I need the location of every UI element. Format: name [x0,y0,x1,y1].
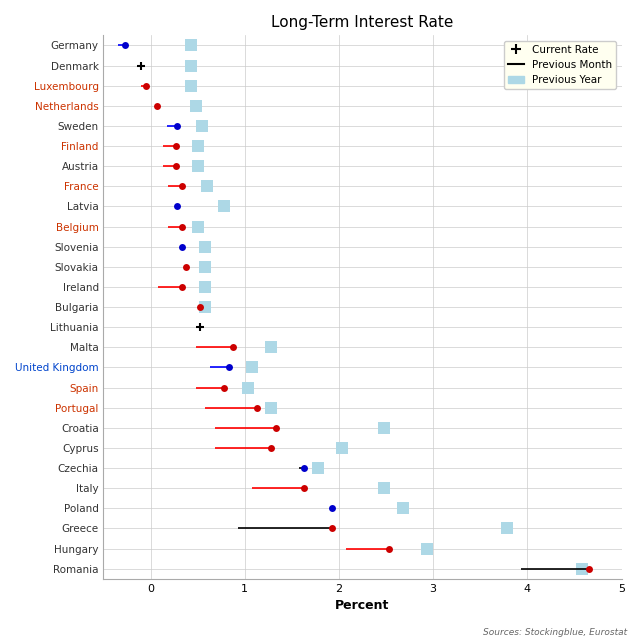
Point [195,302,205,312]
Point [219,202,229,212]
Point [197,121,207,131]
Point [202,181,212,191]
Point [337,443,347,453]
Point [223,362,234,372]
Point [379,483,389,493]
Point [186,81,196,91]
Point [136,60,147,70]
Point [200,262,211,272]
Point [219,383,229,393]
Point [421,543,431,554]
Point [502,524,512,534]
Point [247,362,257,372]
Point [172,202,182,212]
Point [200,241,211,252]
Point [193,161,203,172]
Point [200,302,211,312]
Point [177,241,187,252]
Point [266,443,276,453]
Point [266,342,276,353]
Title: Long-Term Interest Rate: Long-Term Interest Rate [271,15,454,30]
Legend: Current Rate, Previous Month, Previous Year: Current Rate, Previous Month, Previous Y… [504,40,616,90]
Point [313,463,323,473]
Point [186,60,196,70]
Point [186,40,196,51]
Point [398,503,408,513]
X-axis label: Percent: Percent [335,599,390,612]
Point [171,161,181,172]
Point [299,483,309,493]
Point [141,81,151,91]
Point [200,282,211,292]
Point [584,564,594,574]
Point [327,524,337,534]
Point [193,221,203,232]
Point [266,403,276,413]
Point [172,121,182,131]
Point [177,181,187,191]
Point [228,342,239,353]
Point [177,221,187,232]
Point [299,463,309,473]
Point [384,543,394,554]
Text: Sources: Stockingblue, Eurostat: Sources: Stockingblue, Eurostat [483,628,627,637]
Point [195,322,205,332]
Point [181,262,191,272]
Point [152,100,163,111]
Point [191,100,201,111]
Point [252,403,262,413]
Point [379,422,389,433]
Point [271,422,281,433]
Point [243,383,253,393]
Point [193,141,203,151]
Point [171,141,181,151]
Point [577,564,587,574]
Point [120,40,131,51]
Point [327,503,337,513]
Point [177,282,187,292]
